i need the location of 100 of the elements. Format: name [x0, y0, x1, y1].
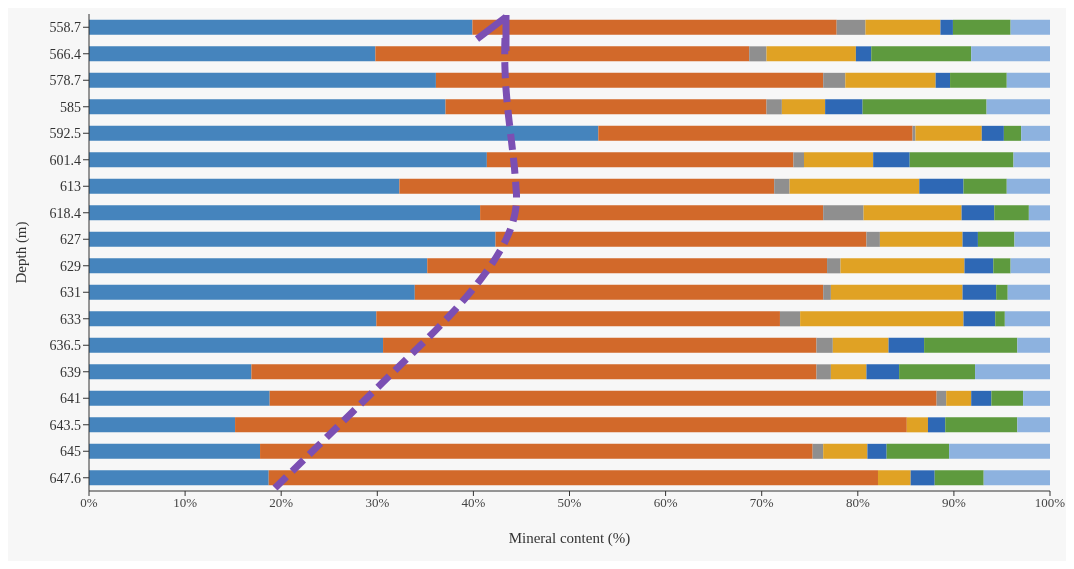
x-tick-label: 80% [845, 495, 870, 511]
bar [962, 284, 997, 300]
bar [89, 364, 252, 380]
bar [1028, 205, 1050, 221]
bar [866, 364, 900, 380]
y-tick-label: 578.7 [49, 73, 81, 89]
bar [873, 152, 910, 168]
x-tick-label: 40% [461, 495, 486, 511]
bar [836, 19, 866, 35]
bar [774, 178, 790, 194]
bar [749, 46, 767, 62]
bar [936, 390, 947, 406]
bar [866, 231, 880, 247]
bar [899, 364, 976, 380]
x-tick-label: 30% [365, 495, 390, 511]
bar [816, 364, 831, 380]
bar [495, 231, 867, 247]
bar [840, 258, 965, 274]
bar [1004, 311, 1050, 327]
bar [986, 99, 1050, 115]
bar [445, 99, 767, 115]
bar [1007, 284, 1050, 300]
bar [971, 390, 992, 406]
bar [915, 125, 982, 141]
bar [480, 205, 824, 221]
bar [89, 470, 269, 486]
y-tick-label: 643.5 [49, 417, 81, 433]
bar [399, 178, 775, 194]
bar [779, 311, 801, 327]
bar [995, 311, 1005, 327]
x-tick-label: 60% [653, 495, 678, 511]
bar [945, 417, 1018, 433]
bar [89, 205, 481, 221]
bar [89, 231, 496, 247]
y-tick-label: 647.6 [49, 470, 81, 486]
bar [472, 19, 837, 35]
y-tick-label: 627 [60, 232, 81, 248]
bar [823, 284, 831, 300]
bar [871, 46, 972, 62]
bar [1023, 390, 1050, 406]
bar [830, 284, 963, 300]
bar [1017, 337, 1050, 353]
bar [825, 99, 863, 115]
y-tick-label: 585 [60, 99, 81, 115]
y-tick-label: 618.4 [49, 205, 81, 221]
bar [946, 390, 972, 406]
bar [823, 443, 868, 459]
bar [845, 72, 936, 88]
bar [1003, 125, 1022, 141]
bar [435, 72, 824, 88]
bar [888, 337, 925, 353]
bar [89, 337, 384, 353]
y-axis-title: Depth (m) [13, 221, 31, 284]
bar [832, 337, 889, 353]
bar [909, 152, 1014, 168]
bar [971, 46, 1050, 62]
bar [1017, 417, 1050, 433]
x-tick-label: 50% [557, 495, 582, 511]
y-tick-label: 645 [60, 444, 81, 460]
bar [268, 470, 878, 486]
bar [1006, 72, 1050, 88]
y-tick-label: 558.7 [49, 20, 81, 36]
x-tick-label: 0% [80, 495, 98, 511]
bar [89, 258, 428, 274]
bar [910, 470, 935, 486]
bar [414, 284, 824, 300]
x-tick-label: 100% [1034, 495, 1066, 511]
bar [940, 19, 953, 35]
bar [823, 205, 864, 221]
bar [827, 258, 841, 274]
bar [89, 284, 415, 300]
bar [963, 311, 996, 327]
bar [977, 231, 1015, 247]
y-tick-label: 613 [60, 179, 81, 195]
y-tick-label: 631 [60, 285, 81, 301]
bar [89, 443, 261, 459]
bar [823, 72, 846, 88]
bar [975, 364, 1050, 380]
bar [235, 417, 907, 433]
bar [1014, 231, 1050, 247]
y-tick-label: 633 [60, 311, 81, 327]
bar [906, 417, 928, 433]
bar [1013, 152, 1050, 168]
bar [983, 470, 1050, 486]
bar [89, 152, 487, 168]
bar [862, 99, 987, 115]
bar [886, 443, 950, 459]
bar [919, 178, 964, 194]
bar [269, 390, 937, 406]
y-tick-label: 592.5 [49, 126, 81, 142]
bar [867, 443, 887, 459]
bar [855, 46, 872, 62]
bar [962, 231, 978, 247]
x-axis-title: Mineral content (%) [508, 530, 631, 547]
bar [89, 99, 446, 115]
bar [800, 311, 964, 327]
bar [766, 99, 782, 115]
bar [766, 46, 856, 62]
bar [1021, 125, 1050, 141]
bar [993, 258, 1011, 274]
